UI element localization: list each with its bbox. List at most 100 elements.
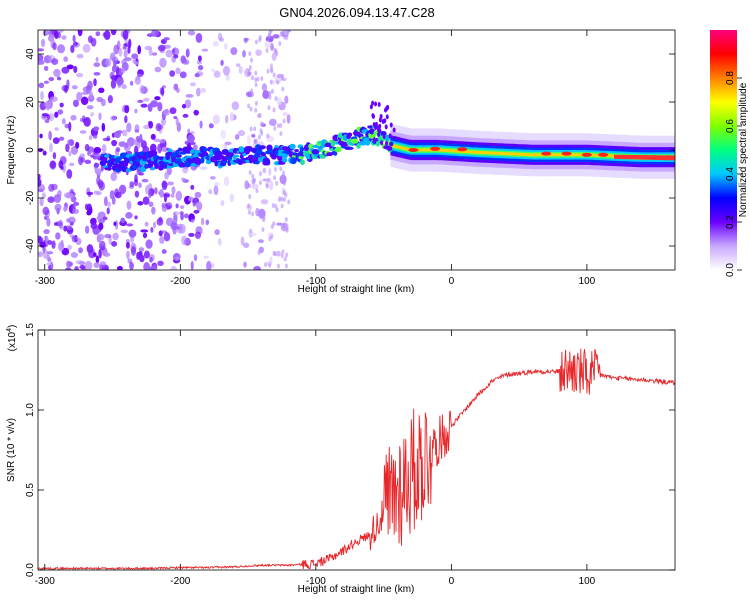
spectrogram-noise-blob: [276, 263, 280, 269]
spectrogram-noise-blob: [235, 63, 241, 67]
spectrogram-noise-blob: [126, 200, 132, 210]
spectrogram-noise-blob: [116, 130, 123, 134]
spectrogram-noise-blob: [180, 213, 184, 221]
spectrogram-noise-blob: [251, 133, 256, 138]
spectrogram-ridge-blob: [300, 159, 305, 166]
spectrogram-ridge-blob: [255, 149, 263, 155]
spectrogram-noise-blob: [110, 30, 117, 36]
spectrogram-noise-blob: [44, 118, 50, 124]
spectrogram-noise-blob: [47, 257, 52, 263]
spectrogram-noise-blob: [140, 229, 149, 233]
spectrogram-noise-blob: [112, 232, 119, 241]
spectrogram-noise-blob: [84, 260, 93, 270]
spectrogram-ridge-blob: [356, 143, 361, 149]
spectrogram-x-tick-label: 100: [579, 276, 596, 287]
spectrogram-noise-blob: [209, 176, 216, 180]
spectrogram-noise-blob: [82, 43, 91, 53]
spectrogram-noise-blob: [80, 96, 89, 106]
spectrogram-noise-blob: [262, 178, 269, 182]
snr-y-scale-exp: 4: [6, 328, 13, 332]
spectrogram-noise-blob: [90, 154, 95, 158]
spectrogram-ridge-blob: [380, 131, 387, 136]
spectrogram-noise-blob: [273, 125, 277, 131]
spectrogram-noise-blob: [180, 55, 186, 64]
spectrogram-noise-blob: [110, 79, 117, 89]
spectrogram-noise-blob: [103, 196, 108, 207]
spectrogram-noise-blob: [281, 75, 285, 81]
spectrogram-noise-blob: [213, 70, 221, 78]
spectrogram-noise-blob: [98, 222, 104, 231]
spectrogram-noise-blob: [148, 201, 154, 207]
spectrogram-noise-blob: [40, 90, 44, 101]
spectrogram-noise-blob: [280, 203, 284, 209]
spectrogram-noise-blob: [58, 160, 64, 169]
spectrogram-noise-blob: [255, 49, 262, 56]
spectrogram-noise-blob: [175, 117, 179, 126]
spectrogram-noise-blob: [243, 37, 248, 44]
spectrogram-noise-blob: [38, 188, 44, 193]
spectrogram-noise-blob: [217, 237, 222, 246]
spectrogram-noise-blob: [174, 83, 179, 91]
spectrogram-noise-blob: [254, 77, 258, 83]
spectrogram-noise-blob: [134, 108, 138, 114]
spectrogram-noise-blob: [75, 141, 80, 149]
colorbar-ticks: 0.0 0.2 0.4 0.6 0.8: [725, 71, 742, 277]
spectrogram-noise-blob: [145, 239, 153, 249]
spectrogram-noise-blob: [190, 260, 194, 270]
spectrogram-noise-blob: [268, 94, 272, 100]
spectrogram-ridge-blob: [281, 157, 288, 163]
spectrogram-noise-blob: [143, 97, 150, 102]
spectrogram-noise-blob: [67, 244, 72, 250]
spectrogram-noise-blob: [42, 150, 47, 156]
colorbar-tick-label: 0.6: [725, 119, 736, 133]
spectrogram-noise-blob: [66, 260, 72, 269]
spectrogram-y-axis-label: Frequency (Hz): [6, 116, 17, 185]
spectrogram-noise-blob: [134, 190, 140, 198]
spectrogram-noise-blob: [196, 201, 203, 211]
spectrogram-y-tick-label: -20: [25, 190, 36, 205]
spectrogram-ridge-blob: [175, 154, 182, 158]
spectrogram-noise-blob: [248, 51, 252, 57]
snr-x-axis-label: Height of straight line (km): [298, 584, 415, 595]
spectrogram-noise-blob: [57, 109, 64, 115]
spectrogram-noise-blob: [190, 82, 196, 87]
spectrogram-noise-blob: [284, 217, 288, 223]
spectrogram-noise-blob: [125, 211, 133, 219]
spectrogram-noise-blob: [133, 178, 139, 187]
spectrogram-noise-blob: [90, 222, 98, 230]
spectrogram-noise-blob: [188, 232, 195, 237]
spectrogram-noise-blob: [269, 79, 273, 85]
spectrogram-noise-blob: [193, 109, 199, 116]
spectrogram-noise-blob: [140, 140, 147, 149]
spectrogram-noise-blob: [49, 142, 53, 153]
spectrogram-noise-blob: [51, 58, 59, 65]
spectrogram-noise-blob: [129, 261, 134, 270]
spectrogram-noise-blob: [61, 84, 70, 92]
spectrogram-noise-blob: [93, 126, 100, 132]
spectrogram-noise-blob: [254, 82, 258, 88]
spectrogram-noise-blob: [248, 194, 252, 200]
spectrogram-noise-blob: [74, 265, 79, 270]
spectrogram-noise-blob: [205, 219, 210, 226]
spectrogram-noise-blob: [257, 239, 264, 243]
figure-title: GN04.2026.094.13.47.C28: [279, 5, 434, 20]
spectrogram-noise-blob: [229, 111, 234, 122]
spectrogram-noise-blob: [256, 76, 260, 82]
spectrogram-ridge-blob: [202, 148, 209, 152]
spectrogram-noise-blob: [266, 133, 270, 139]
colorbar-gradient: [710, 30, 737, 270]
spectrogram-noise-blob: [259, 246, 263, 252]
spectrogram-noise-blob: [268, 118, 277, 127]
spectrogram-noise-blob: [46, 251, 54, 255]
spectrogram-noise-blob: [260, 199, 269, 205]
spectrogram-noise-blob: [61, 66, 70, 74]
spectrogram-noise-blob: [266, 68, 270, 74]
spectrogram-noise-blob: [114, 191, 122, 199]
spectrogram-ridge-blob: [134, 158, 142, 163]
spectrogram-noise-blob: [272, 34, 280, 39]
spectrogram-noise-blob: [120, 217, 126, 223]
spectrogram-noise-blob: [84, 159, 92, 165]
spectrogram-ridge-blob: [347, 146, 354, 150]
spectrogram-noise-blob: [223, 142, 228, 150]
